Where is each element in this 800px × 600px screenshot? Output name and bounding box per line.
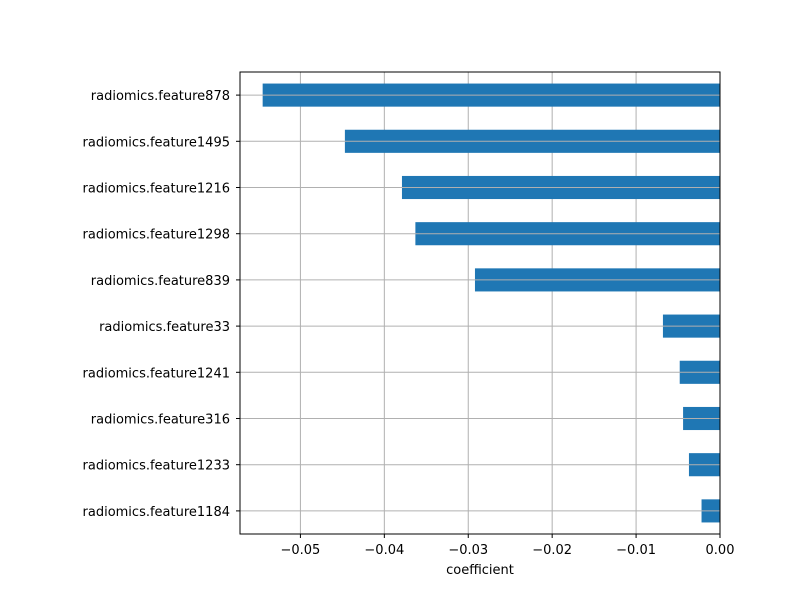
- bars: [240, 83, 720, 523]
- plot-area-border: [239, 71, 721, 535]
- y-tick-label: radiomics.feature1298: [83, 228, 230, 243]
- x-axis-ticks: −0.05 −0.04 −0.03 −0.02 −0.01 0.00: [280, 534, 734, 558]
- x-axis-label: coefficient: [446, 563, 514, 578]
- x-tick-label: −0.02: [532, 543, 572, 558]
- x-tick-label: −0.03: [448, 543, 488, 558]
- plot-frame: [239, 71, 721, 535]
- x-tick-label: −0.05: [280, 543, 320, 558]
- y-tick-label: radiomics.feature33: [99, 320, 230, 335]
- y-tick-label: radiomics.feature316: [91, 413, 230, 428]
- y-tick-label: radiomics.feature878: [91, 89, 230, 104]
- y-axis-ticks: radiomics.feature878 radiomics.feature149…: [83, 89, 240, 520]
- y-tick-label: radiomics.feature1241: [83, 366, 230, 381]
- x-tick-label: −0.01: [616, 543, 656, 558]
- x-tick-label: −0.04: [364, 543, 404, 558]
- y-tick-label: radiomics.feature1184: [83, 505, 230, 520]
- x-tick-label: 0.00: [706, 543, 735, 558]
- y-tick-label: radiomics.feature1216: [83, 182, 230, 197]
- y-tick-label: radiomics.feature839: [91, 274, 230, 289]
- y-tick-label: radiomics.feature1495: [83, 135, 230, 150]
- y-tick-label: radiomics.feature1233: [83, 459, 230, 474]
